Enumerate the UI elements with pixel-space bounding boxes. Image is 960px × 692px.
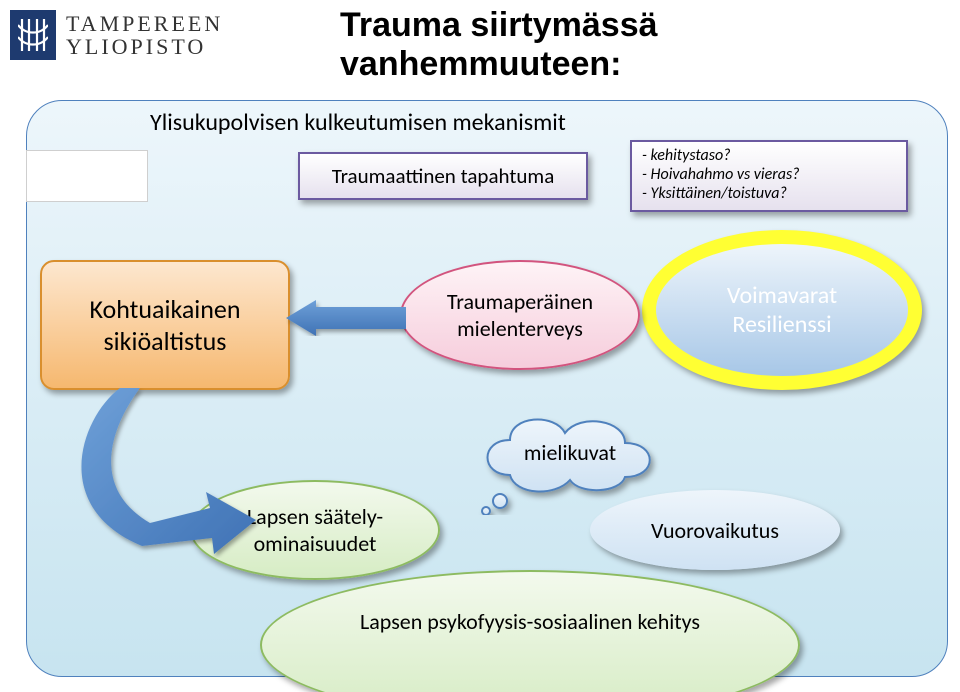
prenatal-exposure-box: Kohtuaikainen sikiöaltistus <box>40 260 290 390</box>
org-name-line1: TAMPEREEN <box>66 12 223 35</box>
mental-health-line1: Traumaperäinen <box>447 288 593 315</box>
trauma-note-3: - Yksittäinen/toistuva? <box>642 184 896 203</box>
arrow-left <box>286 300 406 336</box>
prenatal-line2: sikiöaltistus <box>104 325 227 357</box>
logo-mark <box>10 10 56 60</box>
prenatal-line1: Kohtuaikainen <box>89 293 240 325</box>
diagram-stage: TAMPEREEN YLIOPISTO Trauma siirtymässä v… <box>0 0 960 692</box>
slide-subtitle: Ylisukupolvisen kulkeutumisen mekanismit <box>150 108 566 137</box>
org-logo: TAMPEREEN YLIOPISTO <box>10 10 223 60</box>
slide-title-line2: vanhemmuuteen: <box>340 45 658 84</box>
child-regulation-line2: ominaisuudet <box>254 530 377 557</box>
trauma-event-box: Traumaattinen tapahtuma <box>298 152 588 200</box>
resources-line1: Voimavarat <box>727 281 837 310</box>
mental-health-line2: mielenterveys <box>457 315 583 342</box>
slide-title: Trauma siirtymässä vanhemmuuteen: <box>340 6 658 84</box>
arrow-curved <box>80 388 260 558</box>
blank-patch <box>26 150 148 202</box>
org-name: TAMPEREEN YLIOPISTO <box>66 12 223 58</box>
child-regulation-line1: Lapsen säätely- <box>247 503 383 530</box>
mielikuvat-label: mielikuvat <box>470 439 670 466</box>
trauma-event-label: Traumaattinen tapahtuma <box>332 163 555 189</box>
trauma-note-1: - kehitystaso? <box>642 146 896 165</box>
trauma-notes-box: - kehitystaso? - Hoivahahmo vs vieras? -… <box>630 140 908 212</box>
org-name-line2: YLIOPISTO <box>66 35 223 58</box>
resources-ellipse: Voimavarat Resilienssi <box>656 244 908 376</box>
slide-title-line1: Trauma siirtymässä <box>340 6 658 45</box>
mental-health-ellipse: Traumaperäinen mielenterveys <box>400 260 640 370</box>
mielikuvat-cloud: mielikuvat <box>470 405 670 505</box>
resources-line2: Resilienssi <box>732 310 831 339</box>
interaction-label: Vuorovaikutus <box>651 517 779 544</box>
trauma-note-2: - Hoivahahmo vs vieras? <box>642 165 896 184</box>
logo-mark-svg <box>18 17 48 53</box>
child-development-label: Lapsen psykofyysis-sosiaalinen kehitys <box>360 608 700 635</box>
